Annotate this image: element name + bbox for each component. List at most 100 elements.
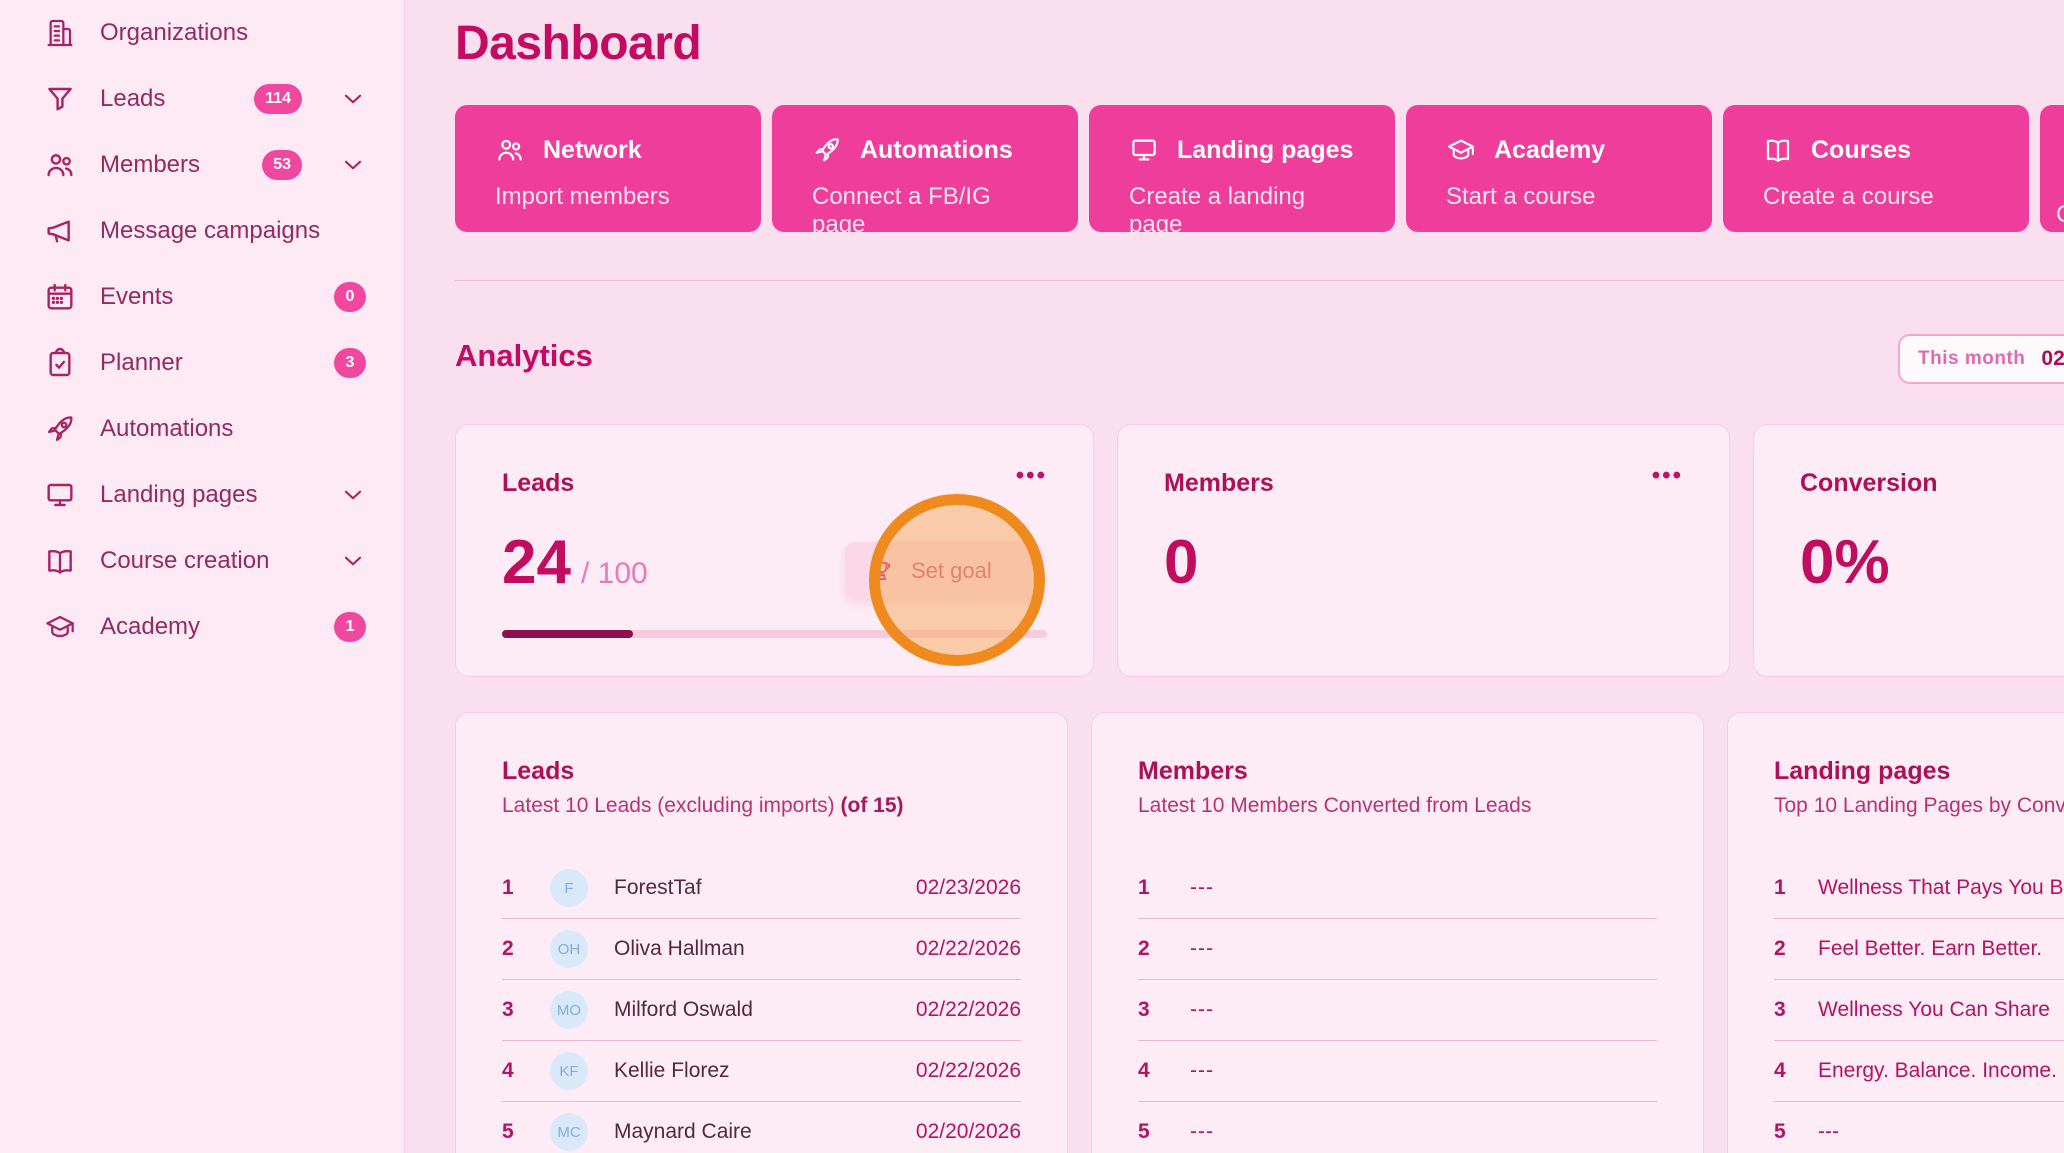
calendar-icon	[44, 281, 76, 313]
landing-page-title: Energy. Balance. Income.	[1818, 1059, 2057, 1082]
row-index: 5	[1774, 1120, 1786, 1143]
quick-actions-row: Network Import members Automations Conne…	[455, 105, 2064, 238]
sidebar-item-members[interactable]: Members 53	[44, 132, 366, 198]
rocket-icon	[812, 135, 842, 165]
list-card-subtitle: Top 10 Landing Pages by Convers	[1774, 794, 2064, 817]
members-stat-card: Members ••• 0	[1117, 424, 1730, 677]
landing-pages-action-card[interactable]: Landing pages Create a landing page	[1089, 105, 1395, 238]
monitor-icon	[44, 479, 76, 511]
list-card-title: Leads	[502, 757, 575, 785]
period-selector[interactable]: This month 02/0	[1898, 334, 2064, 384]
stat-card-title: Conversion	[1800, 469, 1938, 497]
analytics-section-title: Analytics	[455, 338, 593, 373]
sidebar-item-landing-pages[interactable]: Landing pages	[44, 462, 366, 528]
sidebar-item-label: Academy	[100, 613, 201, 640]
member-placeholder: ---	[1190, 1120, 1214, 1143]
sidebar-item-label: Automations	[100, 415, 234, 442]
lead-date: 02/20/2026	[915, 1120, 1021, 1143]
members-count-badge: 53	[262, 150, 302, 180]
member-row[interactable]: 2 ---	[1138, 919, 1657, 980]
lead-row[interactable]: 1 F ForestTaf 02/23/2026	[502, 858, 1021, 919]
action-card-title: Courses	[1811, 135, 1912, 164]
book-icon	[1763, 135, 1793, 165]
landing-page-row[interactable]: 5 ---	[1774, 1102, 2064, 1153]
landing-page-row[interactable]: 2 Feel Better. Earn Better.	[1774, 919, 2064, 980]
main-content: Dashboard Network Import members Automat…	[406, 0, 2064, 1153]
row-index: 3	[1138, 998, 1150, 1021]
page-title: Dashboard	[455, 17, 702, 70]
row-index: 2	[502, 937, 514, 960]
events-count-badge: 0	[334, 282, 366, 312]
action-card-title: Landing pages	[1177, 135, 1354, 164]
sidebar-item-label: Course creation	[100, 547, 270, 574]
sidebar-item-label: Message campaigns	[100, 217, 321, 244]
people-icon	[495, 135, 525, 165]
chevron-down-icon[interactable]	[340, 482, 366, 508]
leads-count-value: 24	[502, 528, 571, 597]
members-list-card: Members Latest 10 Members Converted from…	[1091, 712, 1704, 1153]
action-card-subtitle: Import members	[495, 183, 670, 210]
lead-date: 02/22/2026	[915, 998, 1021, 1021]
sidebar-item-label: Leads	[100, 85, 166, 112]
lead-row[interactable]: 3 MO Milford Oswald 02/22/2026	[502, 980, 1021, 1041]
lead-name: Oliva Hallman	[614, 937, 745, 960]
leads-count-badge: 114	[254, 84, 302, 114]
partial-action-card[interactable]: C	[2040, 105, 2064, 232]
row-index: 4	[1138, 1059, 1150, 1082]
sidebar-item-organizations[interactable]: Organizations	[44, 0, 366, 66]
sidebar-item-course-creation[interactable]: Course creation	[44, 528, 366, 594]
member-row[interactable]: 4 ---	[1138, 1041, 1657, 1102]
list-card-subtitle: Latest 10 Leads (excluding imports) (of …	[502, 794, 904, 817]
planner-count-badge: 3	[334, 348, 366, 378]
avatar: KF	[550, 1052, 588, 1090]
landing-pages-list-card: Landing pages Top 10 Landing Pages by Co…	[1727, 712, 2064, 1153]
lead-date: 02/22/2026	[915, 937, 1021, 960]
avatar: F	[550, 869, 588, 907]
chevron-down-icon[interactable]	[340, 548, 366, 574]
landing-page-row[interactable]: 4 Energy. Balance. Income.	[1774, 1041, 2064, 1102]
chevron-down-icon[interactable]	[340, 86, 366, 112]
graduation-cap-icon	[44, 611, 76, 643]
list-card-subtitle: Latest 10 Members Converted from Leads	[1138, 794, 1532, 817]
sidebar-item-message-campaigns[interactable]: Message campaigns	[44, 198, 366, 264]
chevron-down-icon[interactable]	[340, 152, 366, 178]
sidebar-item-planner[interactable]: Planner 3	[44, 330, 366, 396]
landing-page-title: Wellness You Can Share	[1818, 998, 2050, 1021]
list-card-title: Members	[1138, 757, 1248, 785]
lists-row: Leads Latest 10 Leads (excluding imports…	[455, 712, 2064, 1153]
more-options-icon[interactable]: •••	[1015, 462, 1047, 489]
row-index: 1	[502, 876, 514, 899]
trophy-icon	[869, 558, 895, 584]
set-goal-button[interactable]: Set goal	[845, 542, 1041, 599]
landing-page-row[interactable]: 1 Wellness That Pays You Back	[1774, 858, 2064, 919]
more-options-icon[interactable]: •••	[1651, 462, 1683, 489]
stat-card-title: Leads	[502, 469, 575, 497]
sidebar-item-label: Planner	[100, 349, 183, 376]
landing-page-title: Feel Better. Earn Better.	[1818, 937, 2043, 960]
sidebar-item-automations[interactable]: Automations	[44, 396, 366, 462]
academy-action-card[interactable]: Academy Start a course	[1406, 105, 1712, 232]
member-placeholder: ---	[1190, 1059, 1214, 1082]
stat-card-title: Members	[1164, 469, 1274, 497]
sidebar-item-academy[interactable]: Academy 1	[44, 594, 366, 660]
analytics-header: Analytics This month 02/0	[455, 334, 2064, 384]
book-icon	[44, 545, 76, 577]
member-row[interactable]: 1 ---	[1138, 858, 1657, 919]
member-placeholder: ---	[1190, 876, 1214, 899]
courses-action-card[interactable]: Courses Create a course	[1723, 105, 2029, 232]
lead-row[interactable]: 2 OH Oliva Hallman 02/22/2026	[502, 919, 1021, 980]
lead-row[interactable]: 5 MC Maynard Caire 02/20/2026	[502, 1102, 1021, 1153]
lead-name: Kellie Florez	[614, 1059, 730, 1082]
member-row[interactable]: 5 ---	[1138, 1102, 1657, 1153]
member-row[interactable]: 3 ---	[1138, 980, 1657, 1041]
stats-row: Leads ••• 24 / 100 Members ••• 0 Convers…	[455, 424, 2064, 677]
action-card-subtitle: Create a course	[1763, 183, 1934, 210]
funnel-icon	[44, 83, 76, 115]
lead-row[interactable]: 4 KF Kellie Florez 02/22/2026	[502, 1041, 1021, 1102]
automations-action-card[interactable]: Automations Connect a FB/IG page	[772, 105, 1078, 238]
network-action-card[interactable]: Network Import members	[455, 105, 761, 232]
sidebar-item-events[interactable]: Events 0	[44, 264, 366, 330]
member-placeholder: ---	[1190, 937, 1214, 960]
landing-page-row[interactable]: 3 Wellness You Can Share	[1774, 980, 2064, 1041]
sidebar-item-leads[interactable]: Leads 114	[44, 66, 366, 132]
